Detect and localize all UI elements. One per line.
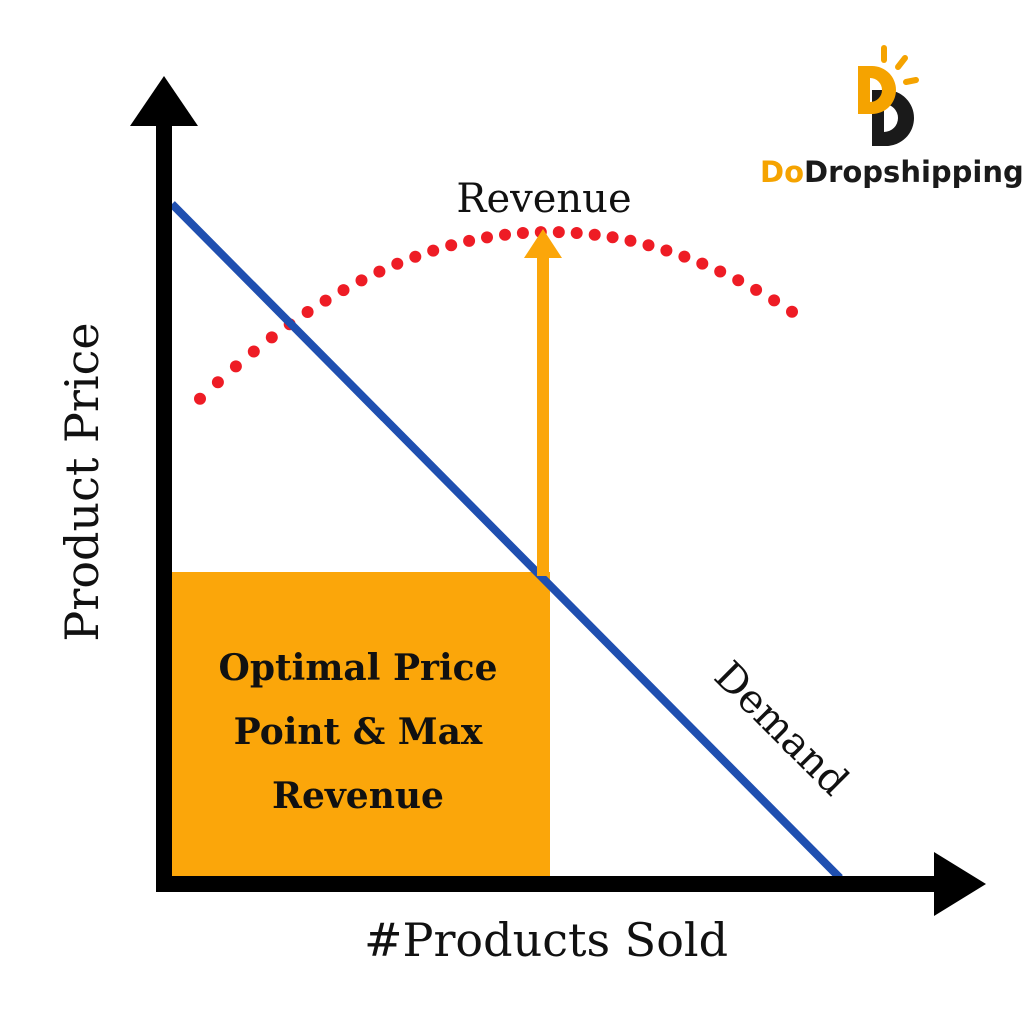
revenue-dot bbox=[409, 250, 422, 263]
optimal-box-line-3: Revenue bbox=[272, 775, 444, 817]
dodropshipping-logo: DoDropshipping bbox=[760, 45, 1024, 189]
demand-line bbox=[169, 201, 843, 881]
logo-d-accent bbox=[858, 66, 896, 114]
revenue-dot bbox=[714, 265, 727, 278]
revenue-dot bbox=[660, 244, 673, 257]
revenue-dot bbox=[516, 227, 529, 239]
logo-wordmark-do: Do bbox=[760, 155, 804, 189]
x-axis-label: #Products Sold bbox=[364, 913, 728, 967]
revenue-dot bbox=[194, 392, 206, 405]
logo-wordmark-dropshipping: Dropshipping bbox=[804, 155, 1024, 189]
revenue-dot bbox=[301, 306, 314, 318]
revenue-dot bbox=[427, 244, 440, 257]
logo-wordmark: DoDropshipping bbox=[760, 155, 1024, 189]
revenue-dot bbox=[750, 283, 763, 296]
optimal-price-box bbox=[172, 572, 550, 878]
revenue-dot bbox=[319, 294, 332, 307]
y-axis-arrowhead bbox=[130, 76, 198, 126]
revenue-dot bbox=[786, 305, 798, 318]
revenue-dot bbox=[229, 360, 242, 373]
revenue-dot bbox=[588, 228, 601, 241]
revenue-curve bbox=[194, 226, 798, 405]
revenue-dot bbox=[552, 226, 565, 239]
optimal-box-line-2: Point & Max bbox=[234, 711, 483, 753]
y-axis bbox=[156, 120, 172, 892]
revenue-dot bbox=[678, 250, 691, 263]
revenue-dot bbox=[247, 345, 260, 358]
revenue-dot bbox=[624, 234, 637, 247]
y-axis-label: Product Price bbox=[55, 322, 109, 641]
revenue-dot bbox=[463, 234, 476, 247]
revenue-dot bbox=[337, 284, 350, 297]
logo-sun-rays bbox=[881, 45, 919, 85]
revenue-dot bbox=[373, 265, 386, 278]
revenue-dot bbox=[768, 294, 781, 307]
optimal-box-line-1: Optimal Price bbox=[219, 647, 498, 689]
revenue-label: Revenue bbox=[456, 176, 631, 222]
revenue-dot bbox=[499, 228, 511, 241]
x-axis bbox=[156, 876, 940, 892]
revenue-dot bbox=[570, 227, 583, 239]
x-axis-arrowhead bbox=[934, 852, 986, 916]
axes bbox=[130, 76, 986, 916]
revenue-dot bbox=[265, 331, 278, 344]
revenue-dot bbox=[211, 376, 224, 389]
max-revenue-arrow bbox=[524, 229, 562, 576]
revenue-dot bbox=[606, 231, 619, 244]
revenue-dot bbox=[732, 274, 745, 287]
revenue-dot bbox=[391, 257, 404, 270]
revenue-dot bbox=[642, 239, 655, 252]
revenue-dot bbox=[696, 257, 709, 270]
revenue-dot bbox=[355, 274, 368, 287]
revenue-dot bbox=[481, 231, 493, 244]
demand-label: Demand bbox=[705, 653, 857, 805]
revenue-dot bbox=[445, 239, 458, 252]
